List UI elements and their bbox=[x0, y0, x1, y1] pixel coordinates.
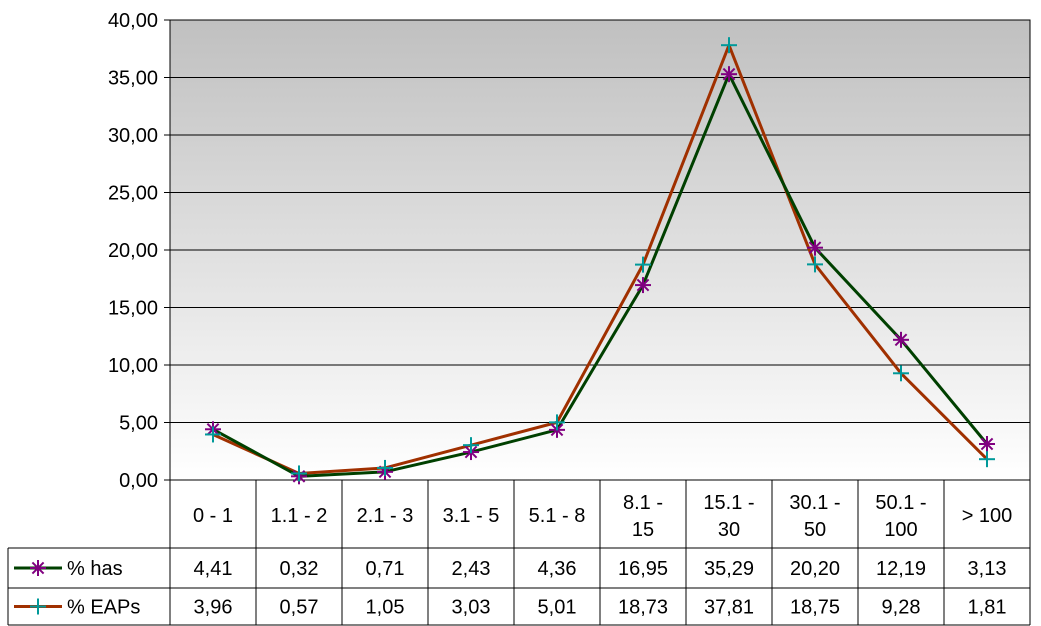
x-category-label: 8.1 - bbox=[623, 492, 663, 514]
data-table-value: 2,43 bbox=[452, 558, 491, 580]
data-table-value: 20,20 bbox=[790, 558, 840, 580]
x-category-label: 50.1 - bbox=[875, 492, 926, 514]
legend-marker bbox=[30, 560, 46, 576]
data-table-value: 35,29 bbox=[704, 558, 754, 580]
y-tick-label: 30,00 bbox=[108, 125, 158, 147]
data-table-value: 18,75 bbox=[790, 597, 840, 619]
data-point bbox=[979, 451, 995, 468]
series-line bbox=[212, 72, 989, 478]
legend-marker bbox=[30, 598, 46, 615]
series-markers bbox=[205, 37, 995, 485]
data-table-value: 3,13 bbox=[968, 558, 1007, 580]
legend-label: % has bbox=[67, 558, 123, 580]
data-point bbox=[979, 436, 995, 453]
data-table-value: 16,95 bbox=[618, 558, 668, 580]
data-table: 0 - 1 1.1 - 2 2.1 - 3 3.1 - 5 5.1 - 8 8.1 - 15… bbox=[7, 480, 1031, 626]
y-axis: 0,00 5,00 10,00 15,00 20,00 25,00 30,00 35,00 40… bbox=[108, 10, 170, 492]
data-table-value: 3,03 bbox=[452, 597, 491, 619]
y-tick-label: 25,00 bbox=[108, 183, 158, 205]
data-table-value: 4,41 bbox=[194, 558, 233, 580]
x-category-label: 15 bbox=[632, 519, 654, 541]
y-tick-label: 0,00 bbox=[119, 470, 158, 492]
data-point bbox=[893, 365, 909, 382]
data-point bbox=[291, 465, 307, 482]
data-table-value: 4,36 bbox=[538, 558, 577, 580]
x-category-label: 30 bbox=[718, 519, 740, 541]
y-tick-label: 40,00 bbox=[108, 10, 158, 32]
data-point bbox=[893, 331, 909, 348]
data-point bbox=[463, 437, 479, 454]
data-table-value: 5,01 bbox=[538, 597, 577, 619]
data-point bbox=[721, 66, 737, 83]
series-lines bbox=[212, 43, 989, 478]
data-point bbox=[205, 426, 221, 443]
y-tick-label: 5,00 bbox=[119, 413, 158, 435]
x-category-label: 5.1 - 8 bbox=[529, 505, 586, 527]
x-category-label: 0 - 1 bbox=[193, 505, 233, 527]
data-table-value: 0,57 bbox=[280, 597, 319, 619]
x-category-label: 1.1 - 2 bbox=[271, 505, 328, 527]
x-category-label: 15.1 - bbox=[703, 492, 754, 514]
y-tick-label: 10,00 bbox=[108, 355, 158, 377]
data-point bbox=[635, 277, 651, 294]
data-table-value: 18,73 bbox=[618, 597, 668, 619]
data-table-value: 3,96 bbox=[194, 597, 233, 619]
data-table-value: 1,05 bbox=[366, 597, 405, 619]
data-point bbox=[549, 414, 565, 431]
data-point bbox=[807, 239, 823, 256]
data-table-value: 0,71 bbox=[366, 558, 405, 580]
gridlines bbox=[170, 77, 1030, 423]
data-point bbox=[721, 37, 737, 54]
data-table-value: 12,19 bbox=[876, 558, 926, 580]
series-line bbox=[212, 43, 989, 475]
x-category-label: 30.1 - bbox=[789, 492, 840, 514]
y-tick-label: 35,00 bbox=[108, 68, 158, 90]
data-point bbox=[635, 256, 651, 273]
data-point bbox=[377, 459, 393, 476]
x-category-label: 50 bbox=[804, 519, 826, 541]
data-table-value: 0,32 bbox=[280, 558, 319, 580]
y-tick-label: 20,00 bbox=[108, 240, 158, 262]
x-category-label: 2.1 - 3 bbox=[357, 505, 414, 527]
legend-label: % EAPs bbox=[67, 597, 140, 619]
data-table-value: 9,28 bbox=[882, 597, 921, 619]
x-category-label: 100 bbox=[884, 519, 917, 541]
x-category-label: 3.1 - 5 bbox=[443, 505, 500, 527]
y-tick-label: 15,00 bbox=[108, 298, 158, 320]
data-point bbox=[807, 256, 823, 273]
data-table-value: 1,81 bbox=[968, 597, 1007, 619]
x-category-label: > 100 bbox=[962, 505, 1013, 527]
data-table-value: 37,81 bbox=[704, 597, 754, 619]
